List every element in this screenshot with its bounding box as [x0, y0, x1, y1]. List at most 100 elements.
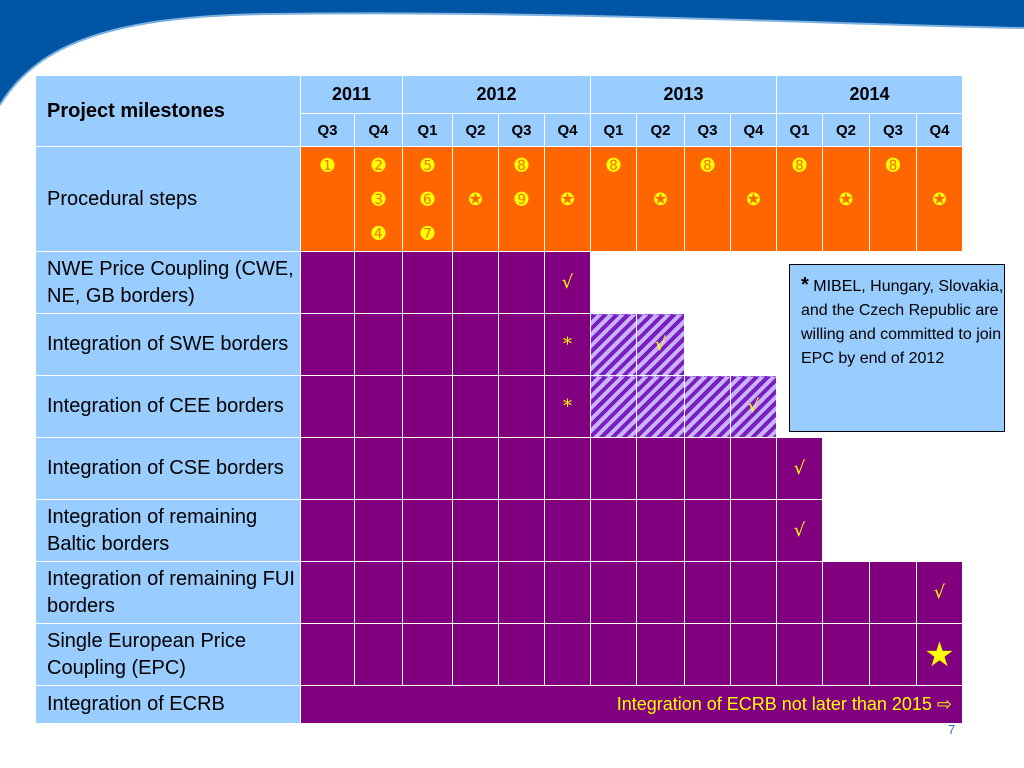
bar-cell	[590, 437, 637, 500]
bar-cell	[544, 499, 591, 562]
bar-cell	[498, 375, 545, 438]
bar-cell	[354, 437, 403, 500]
procedural-cell: ✪	[916, 146, 963, 252]
row-label: Integration of SWE borders	[35, 313, 301, 376]
year-header-2014: 2014	[776, 75, 963, 114]
bar-cell	[544, 561, 591, 624]
quarter-header: Q2	[636, 113, 685, 147]
header-title: Project milestones	[35, 75, 301, 147]
procedural-cell: ✪	[730, 146, 777, 252]
hatched-cell	[590, 313, 637, 376]
quarter-header: Q2	[822, 113, 870, 147]
procedural-cell: ✪	[544, 146, 591, 252]
procedural-cell: ✪	[452, 146, 499, 252]
procedural-cell: ➋ ➌ ➍	[354, 146, 403, 252]
step-marker: ✪	[932, 190, 947, 210]
step-marker	[823, 149, 869, 183]
footnote-box: * MIBEL, Hungary, Slovakia, and the Czec…	[789, 264, 1005, 432]
bar-cell	[300, 623, 355, 686]
check-mark: √	[933, 582, 946, 603]
page-number: 7	[948, 722, 956, 737]
check-mark: √	[793, 458, 806, 479]
bar-cell	[869, 561, 917, 624]
bar-cell: √	[776, 437, 823, 500]
step-marker: ➑	[606, 156, 621, 176]
step-marker: ➑	[885, 156, 901, 176]
bar-cell	[730, 499, 777, 562]
step-marker: ➑	[792, 156, 807, 176]
year-header-2012: 2012	[402, 75, 591, 114]
bar-cell	[300, 375, 355, 438]
bar-cell	[590, 499, 637, 562]
empty-cell	[590, 251, 637, 314]
bar-cell	[684, 437, 731, 500]
step-marker	[917, 149, 962, 183]
bar-cell: ★	[916, 623, 963, 686]
check-mark: √	[793, 520, 806, 541]
hatched-cell: √	[730, 375, 777, 438]
bar-cell	[402, 313, 453, 376]
step-marker: ✪	[560, 190, 575, 210]
row-label: Integration of CEE borders	[35, 375, 301, 438]
check-mark: √	[561, 272, 574, 293]
quarter-header: Q3	[300, 113, 355, 147]
bar-cell	[402, 437, 453, 500]
hatched-cell	[590, 375, 637, 438]
step-marker: ✪	[468, 190, 483, 210]
step-marker	[731, 149, 776, 183]
bar-cell	[776, 561, 823, 624]
bar-cell	[402, 561, 453, 624]
bar-cell	[354, 499, 403, 562]
bar-cell	[402, 375, 453, 438]
hatched-cell	[636, 375, 685, 438]
bar-cell	[300, 499, 355, 562]
bar-cell	[498, 251, 545, 314]
procedural-cell: ➑	[776, 146, 823, 252]
bar-cell	[300, 561, 355, 624]
check-mark: √	[654, 334, 667, 355]
step-marker: ➊	[320, 156, 335, 176]
ecrb-bar: Integration of ECRB not later than 2015 …	[300, 685, 963, 724]
row-label: Integration of remaining Baltic borders	[35, 499, 301, 562]
bar-cell	[354, 313, 403, 376]
bar-cell	[544, 437, 591, 500]
bar-cell	[730, 561, 777, 624]
step-marker: ➋	[371, 156, 386, 176]
bar-cell	[300, 313, 355, 376]
bar-cell	[636, 561, 685, 624]
empty-cell	[730, 313, 777, 376]
bar-cell	[544, 623, 591, 686]
procedural-cell: ✪	[636, 146, 685, 252]
quarter-header: Q4	[916, 113, 963, 147]
bar-cell: √	[776, 499, 823, 562]
bar-cell	[822, 623, 870, 686]
procedural-cell: ➑	[590, 146, 637, 252]
bar-cell	[402, 251, 453, 314]
step-marker: ✪	[838, 190, 854, 210]
bar-cell	[684, 623, 731, 686]
step-marker: ➎	[420, 156, 435, 176]
bar-cell	[452, 561, 499, 624]
bar-cell	[354, 561, 403, 624]
empty-cell	[916, 499, 963, 562]
step-marker	[545, 149, 590, 183]
bar-cell	[869, 623, 917, 686]
bar-cell	[300, 437, 355, 500]
bar-cell	[498, 561, 545, 624]
step-marker: ➏	[420, 190, 435, 210]
step-marker	[637, 149, 684, 183]
step-marker	[453, 149, 498, 183]
bar-cell	[452, 313, 499, 376]
step-marker: ✪	[653, 190, 668, 210]
bar-cell	[452, 437, 499, 500]
row-label: NWE Price Coupling (CWE, NE, GB borders)	[35, 251, 301, 314]
step-marker: ➑	[700, 156, 715, 176]
bar-cell	[498, 313, 545, 376]
procedural-cell: ✪	[822, 146, 870, 252]
empty-cell	[730, 251, 777, 314]
bar-cell	[452, 623, 499, 686]
bar-cell	[452, 251, 499, 314]
year-header-2011: 2011	[300, 75, 403, 114]
empty-cell	[869, 437, 917, 500]
